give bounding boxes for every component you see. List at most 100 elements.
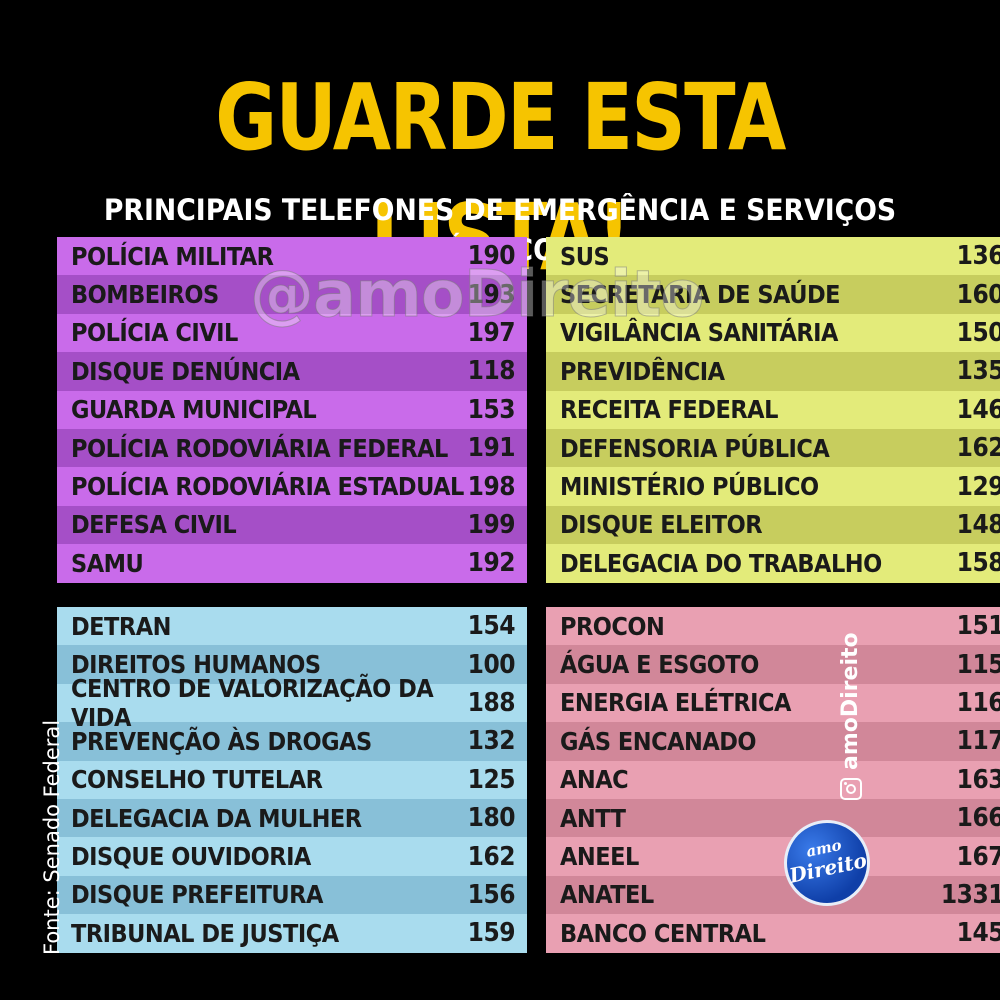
panel-utilities-agencies: PROCON 151 ÁGUA E ESGOTO 115 ENERGIA ELÉTRIC… <box>546 607 1000 953</box>
list-item: ANEEL 167 <box>546 837 1000 876</box>
service-label: DELEGACIA DO TRABALHO <box>560 548 882 578</box>
service-label: TRIBUNAL DE JUSTIÇA <box>71 918 339 948</box>
phone-number: 190 <box>467 241 516 272</box>
phone-number: 135 <box>956 356 1000 387</box>
service-label: VIGILÂNCIA SANITÁRIA <box>560 318 838 348</box>
phone-number: 166 <box>956 803 1000 834</box>
phone-number: 167 <box>956 841 1000 872</box>
service-label: POLÍCIA CIVIL <box>71 318 238 348</box>
service-label: DISQUE PREFEITURA <box>71 880 323 910</box>
phone-number: 117 <box>956 726 1000 757</box>
phone-number: 153 <box>467 394 516 425</box>
phone-number: 118 <box>467 356 516 387</box>
list-item: ANAC 163 <box>546 760 1000 799</box>
service-label: RECEITA FEDERAL <box>560 395 778 425</box>
list-item: ENERGIA ELÉTRICA 116 <box>546 683 1000 723</box>
list-item: DELEGACIA DA MULHER 180 <box>57 798 527 838</box>
list-item: PREVIDÊNCIA 135 <box>546 352 1000 391</box>
service-label: DEFESA CIVIL <box>71 510 237 540</box>
phone-number: 151 <box>956 611 1000 642</box>
list-item: POLÍCIA MILITAR 190 <box>57 237 527 276</box>
phone-number: 158 <box>956 548 1000 579</box>
list-item: CONSELHO TUTELAR 125 <box>57 760 527 799</box>
service-label: DISQUE ELEITOR <box>560 510 763 540</box>
phone-number: 145 <box>956 918 1000 949</box>
service-label: CENTRO DE VALORIZAÇÃO DA VIDA <box>71 673 434 732</box>
service-label: SECRETARIA DE SAÚDE <box>560 280 841 310</box>
source-credit: Fonte: Senado Federal <box>40 719 64 955</box>
list-item: DEFENSORIA PÚBLICA 162 <box>546 428 1000 468</box>
list-item: DELEGACIA DO TRABALHO 158 <box>546 544 1000 583</box>
service-label: POLÍCIA MILITAR <box>71 241 274 271</box>
service-label: MINISTÉRIO PÚBLICO <box>560 472 819 502</box>
phone-number: 154 <box>467 611 516 642</box>
list-item: SECRETARIA DE SAÚDE 160 <box>546 275 1000 314</box>
phone-number: 150 <box>956 317 1000 348</box>
phone-number: 146 <box>956 394 1000 425</box>
service-label: ANATEL <box>560 880 654 910</box>
service-label: BANCO CENTRAL <box>560 918 766 948</box>
service-label: ANAC <box>560 765 629 795</box>
phone-number: 162 <box>956 433 1000 464</box>
list-item: PROCON 151 <box>546 607 1000 646</box>
instagram-handle: amoDireito <box>838 632 863 800</box>
phone-number: 1331 <box>940 879 1000 910</box>
list-item: MINISTÉRIO PÚBLICO 129 <box>546 467 1000 506</box>
instagram-icon <box>839 778 862 800</box>
service-label: BOMBEIROS <box>71 280 219 310</box>
phone-number: 159 <box>467 918 516 949</box>
phone-number: 115 <box>956 649 1000 680</box>
service-label: PREVIDÊNCIA <box>560 356 725 386</box>
phone-number: 199 <box>467 509 516 540</box>
service-label: ENERGIA ELÉTRICA <box>560 688 791 718</box>
phone-number: 193 <box>467 279 516 310</box>
service-label: DISQUE OUVIDORIA <box>71 842 311 872</box>
service-label: SUS <box>560 241 610 271</box>
service-label: CONSELHO TUTELAR <box>71 765 323 795</box>
phone-number: 125 <box>467 764 516 795</box>
list-item: POLÍCIA CIVIL 197 <box>57 313 527 353</box>
phone-number: 156 <box>467 879 516 910</box>
service-label: DETRAN <box>71 611 171 641</box>
service-label: PROCON <box>560 611 665 641</box>
service-label: SAMU <box>71 548 144 578</box>
list-item: POLÍCIA RODOVIÁRIA ESTADUAL 198 <box>57 467 527 506</box>
list-item: DETRAN 154 <box>57 607 527 646</box>
phone-number: 116 <box>956 687 1000 718</box>
phone-number: 180 <box>467 803 516 834</box>
phone-number: 129 <box>956 471 1000 502</box>
service-label: DISQUE DENÚNCIA <box>71 356 300 386</box>
list-item: VIGILÂNCIA SANITÁRIA 150 <box>546 313 1000 353</box>
service-label: DIREITOS HUMANOS <box>71 650 321 680</box>
list-item: ANATEL 1331 <box>546 875 1000 915</box>
list-item: SAMU 192 <box>57 544 527 583</box>
phone-number: 100 <box>467 649 516 680</box>
list-item: SUS 136 <box>546 237 1000 276</box>
service-label: ÁGUA E ESGOTO <box>560 650 759 680</box>
phone-number: 132 <box>467 726 516 757</box>
list-item: ÁGUA E ESGOTO 115 <box>546 645 1000 684</box>
service-label: GUARDA MUNICIPAL <box>71 395 317 425</box>
panel-emergency-services: POLÍCIA MILITAR 190 BOMBEIROS 193 POLÍCIA CI… <box>57 237 527 583</box>
list-item: DEFESA CIVIL 199 <box>57 505 527 545</box>
list-item: PREVENÇÃO ÀS DROGAS 132 <box>57 722 527 761</box>
service-label: PREVENÇÃO ÀS DROGAS <box>71 726 372 756</box>
panel-health-public-services: SUS 136 SECRETARIA DE SAÚDE 160 VIGILÂNCIA S… <box>546 237 1000 583</box>
phone-number: 162 <box>467 841 516 872</box>
service-label: ANEEL <box>560 842 639 872</box>
list-item: DIREITOS HUMANOS 100 <box>57 645 527 684</box>
list-item: ANTT 166 <box>546 798 1000 838</box>
list-item: DISQUE PREFEITURA 156 <box>57 875 527 915</box>
instagram-handle-text: amoDireito <box>838 632 863 770</box>
phone-number: 163 <box>956 764 1000 795</box>
list-item: RECEITA FEDERAL 146 <box>546 390 1000 429</box>
phone-number: 136 <box>956 241 1000 272</box>
phone-number: 191 <box>467 433 516 464</box>
service-label: ANTT <box>560 803 626 833</box>
list-item: DISQUE DENÚNCIA 118 <box>57 352 527 391</box>
service-label: DEFENSORIA PÚBLICA <box>560 433 830 463</box>
list-item: GUARDA MUNICIPAL 153 <box>57 390 527 429</box>
list-item: POLÍCIA RODOVIÁRIA FEDERAL 191 <box>57 428 527 468</box>
list-item: CENTRO DE VALORIZAÇÃO DA VIDA 188 <box>57 674 527 732</box>
phone-number: 198 <box>467 471 516 502</box>
